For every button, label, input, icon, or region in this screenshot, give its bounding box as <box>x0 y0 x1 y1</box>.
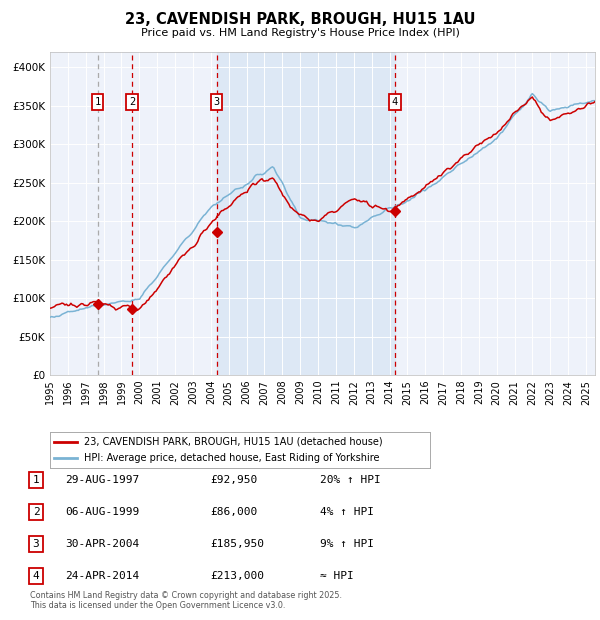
Text: ≈ HPI: ≈ HPI <box>320 571 354 581</box>
Text: 2: 2 <box>129 97 135 107</box>
Text: 3: 3 <box>32 539 40 549</box>
Text: 23, CAVENDISH PARK, BROUGH, HU15 1AU (detached house): 23, CAVENDISH PARK, BROUGH, HU15 1AU (de… <box>84 436 383 447</box>
Text: 4: 4 <box>32 571 40 581</box>
Text: 06-AUG-1999: 06-AUG-1999 <box>65 507 139 517</box>
Text: 9% ↑ HPI: 9% ↑ HPI <box>320 539 374 549</box>
Text: 24-APR-2014: 24-APR-2014 <box>65 571 139 581</box>
Text: 4% ↑ HPI: 4% ↑ HPI <box>320 507 374 517</box>
Text: Price paid vs. HM Land Registry's House Price Index (HPI): Price paid vs. HM Land Registry's House … <box>140 28 460 38</box>
Text: 2: 2 <box>32 507 40 517</box>
Text: 4: 4 <box>392 97 398 107</box>
Text: 1: 1 <box>94 97 101 107</box>
Text: 29-AUG-1997: 29-AUG-1997 <box>65 475 139 485</box>
Bar <box>217 52 395 375</box>
Text: £86,000: £86,000 <box>210 507 257 517</box>
Text: £185,950: £185,950 <box>210 539 264 549</box>
Text: 23, CAVENDISH PARK, BROUGH, HU15 1AU: 23, CAVENDISH PARK, BROUGH, HU15 1AU <box>125 12 475 27</box>
Text: 3: 3 <box>214 97 220 107</box>
Text: HPI: Average price, detached house, East Riding of Yorkshire: HPI: Average price, detached house, East… <box>84 453 380 463</box>
Text: 30-APR-2004: 30-APR-2004 <box>65 539 139 549</box>
Text: 20% ↑ HPI: 20% ↑ HPI <box>320 475 381 485</box>
Text: £213,000: £213,000 <box>210 571 264 581</box>
Text: Contains HM Land Registry data © Crown copyright and database right 2025.
This d: Contains HM Land Registry data © Crown c… <box>30 591 342 610</box>
Text: £92,950: £92,950 <box>210 475 257 485</box>
Text: 1: 1 <box>32 475 40 485</box>
